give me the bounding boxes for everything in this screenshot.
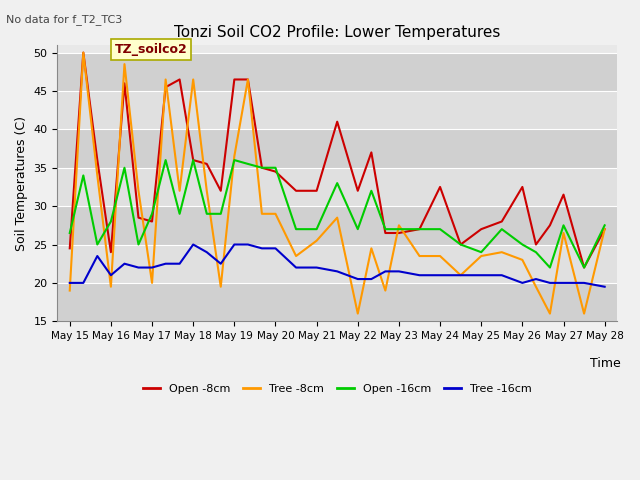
Bar — [58, 206, 617, 244]
Title: Tonzi Soil CO2 Profile: Lower Temperatures: Tonzi Soil CO2 Profile: Lower Temperatur… — [174, 24, 500, 39]
Bar — [58, 244, 617, 283]
Bar — [58, 283, 617, 321]
Legend: Open -8cm, Tree -8cm, Open -16cm, Tree -16cm: Open -8cm, Tree -8cm, Open -16cm, Tree -… — [138, 380, 536, 398]
Bar — [58, 53, 617, 91]
Bar — [58, 130, 617, 168]
Text: No data for f_T2_TC3: No data for f_T2_TC3 — [6, 14, 123, 25]
Y-axis label: Soil Temperatures (C): Soil Temperatures (C) — [15, 116, 28, 251]
Text: TZ_soilco2: TZ_soilco2 — [115, 43, 187, 56]
Bar — [58, 91, 617, 130]
X-axis label: Time: Time — [591, 357, 621, 370]
Bar — [58, 168, 617, 206]
